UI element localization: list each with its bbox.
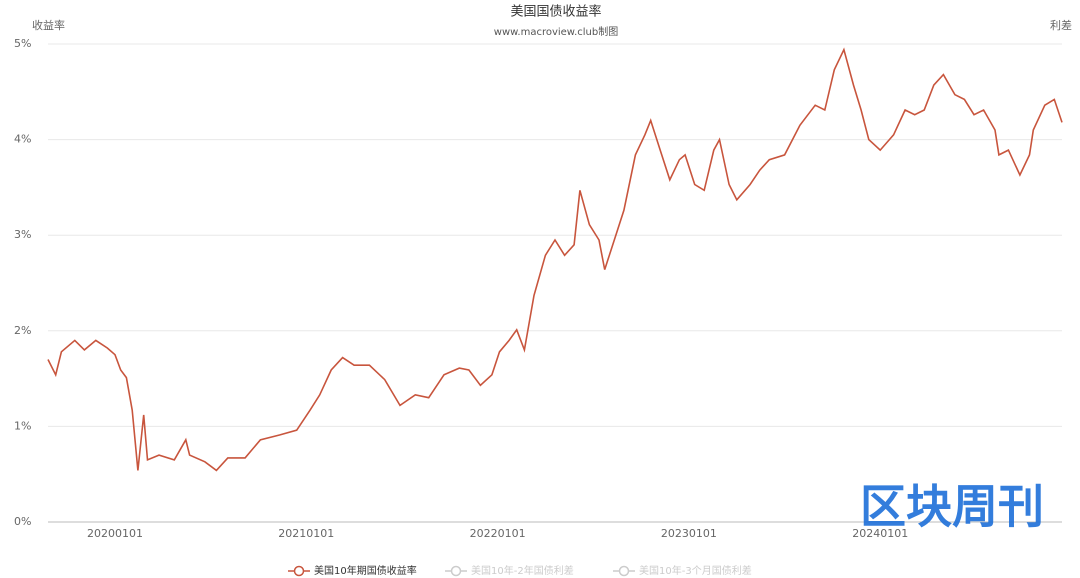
legend-label: 美国10年期国债收益率 xyxy=(314,564,417,577)
legend-label: 美国10年-2年国债利差 xyxy=(471,564,574,577)
x-tick-label: 20200101 xyxy=(87,527,143,540)
x-tick-label: 20220101 xyxy=(470,527,526,540)
chart-title: 美国国债收益率 xyxy=(510,4,601,20)
y-tick-label: 2% xyxy=(14,324,31,337)
chart-subtitle: www.macroview.club制图 xyxy=(494,25,618,38)
y-tick-label: 1% xyxy=(14,419,31,432)
x-tick-label: 20240101 xyxy=(852,527,908,540)
watermark: 区块周刊 xyxy=(860,480,1044,534)
legend-marker xyxy=(618,565,630,577)
data-line xyxy=(47,47,1063,472)
legend-marker xyxy=(293,565,305,577)
y-tick-label: 5% xyxy=(14,37,31,50)
y-axis-label: 收益率 xyxy=(32,18,65,32)
y-tick-label: 0% xyxy=(14,515,31,528)
y2-axis-label: 利差 xyxy=(1050,18,1072,32)
y-tick-label: 3% xyxy=(14,228,31,241)
legend-marker xyxy=(450,565,462,577)
y-tick-label: 4% xyxy=(14,133,31,146)
x-tick-label: 20210101 xyxy=(278,527,334,540)
x-tick-label: 20230101 xyxy=(661,527,717,540)
legend-label: 美国10年-3个月国债利差 xyxy=(639,564,752,577)
